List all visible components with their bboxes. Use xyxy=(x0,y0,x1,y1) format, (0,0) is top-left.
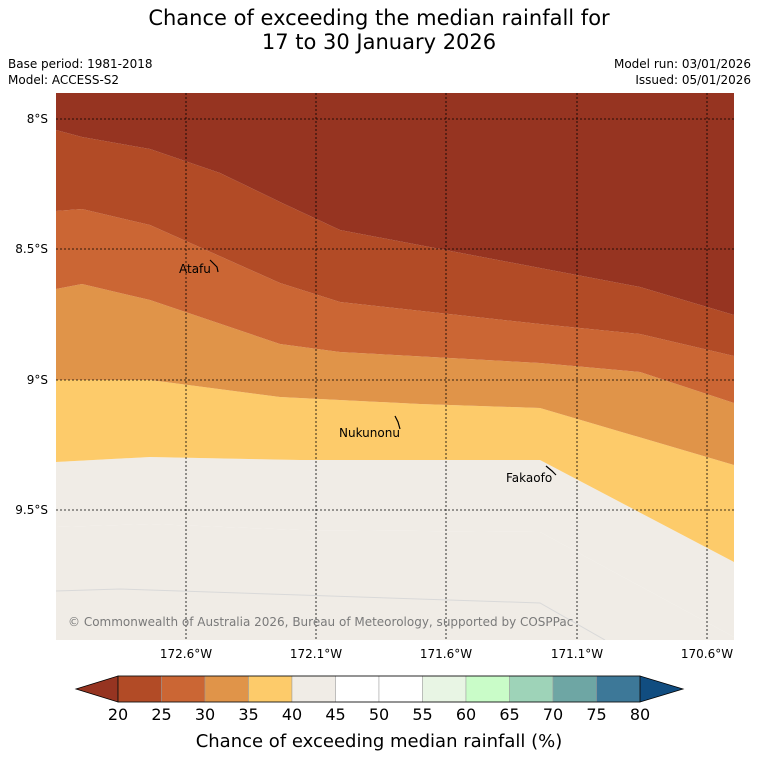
map-title-line-1: Chance of exceeding the median rainfall … xyxy=(148,6,610,30)
lon-label-170-6w: 170.6°W xyxy=(681,647,733,661)
colorbar-tick-label: 40 xyxy=(282,705,302,724)
colorbar-over-arrow xyxy=(639,675,685,703)
place-label-atafu: Atafu xyxy=(179,262,211,276)
band-25-30 xyxy=(56,209,734,403)
graticule xyxy=(56,93,734,640)
fakaofo-atoll-shape xyxy=(545,465,557,476)
band-35-40 xyxy=(56,380,734,562)
probability-fill-bands xyxy=(56,93,734,640)
colorbar-swatch xyxy=(117,675,162,703)
atoll-markers xyxy=(209,259,557,476)
copyright-notice: © Commonwealth of Australia 2026, Bureau… xyxy=(68,615,573,629)
band-below-20 xyxy=(56,93,734,315)
model-run: Model run: 03/01/2026 xyxy=(613,57,751,71)
colorbar-tick-label: 70 xyxy=(543,705,563,724)
place-label-nukunonu: Nukunonu xyxy=(339,426,400,440)
colorbar-tick-label: 50 xyxy=(369,705,389,724)
band-40-45 xyxy=(56,457,734,637)
map-title-line-2: 17 to 30 January 2026 xyxy=(261,30,497,54)
colorbar-frame xyxy=(117,675,641,703)
colorbar-swatch xyxy=(596,675,641,703)
colorbar-under-arrow xyxy=(74,675,119,703)
colorbar-tick-label: 60 xyxy=(456,705,476,724)
colorbar-swatch xyxy=(335,675,380,703)
band-20-25 xyxy=(56,130,734,356)
atafu-atoll-shape xyxy=(209,259,219,273)
colorbar-swatch xyxy=(291,675,336,703)
issued-date: Issued: 05/01/2026 xyxy=(635,73,751,87)
colorbar-swatch xyxy=(509,675,554,703)
base-period: Base period: 1981-2018 xyxy=(8,57,153,71)
colorbar-swatch xyxy=(161,675,206,703)
colorbar-tick-label: 25 xyxy=(151,705,171,724)
lon-label-171-1w: 171.1°W xyxy=(551,647,603,661)
colorbar-tick-label: 80 xyxy=(630,705,650,724)
lat-label-9s: 9°S xyxy=(27,373,48,387)
lat-label-8-5s: 8.5°S xyxy=(15,242,48,256)
colorbar-tick-label: 20 xyxy=(108,705,128,724)
nukunonu-atoll-shape xyxy=(394,415,401,430)
colorbar: 20 25 30 35 40 45 50 55 60 65 70 75 80 xyxy=(74,675,685,724)
lat-label-9-5s: 9.5°S xyxy=(15,503,48,517)
colorbar-swatch xyxy=(248,675,293,703)
lon-label-172-6w: 172.6°W xyxy=(160,647,212,661)
band-45-50 xyxy=(56,524,734,640)
colorbar-label: Chance of exceeding median rainfall (%) xyxy=(195,731,563,752)
colorbar-tick-label: 35 xyxy=(238,705,258,724)
colorbar-tick-label: 45 xyxy=(325,705,345,724)
contour-line xyxy=(56,588,606,640)
colorbar-swatch xyxy=(552,675,597,703)
colorbar-swatch xyxy=(204,675,249,703)
colorbar-tick-label: 75 xyxy=(586,705,606,724)
band-30-35 xyxy=(56,284,734,465)
colorbar-swatch xyxy=(465,675,510,703)
colorbar-swatch xyxy=(378,675,423,703)
colorbar-tick-label: 30 xyxy=(195,705,215,724)
model-name: Model: ACCESS-S2 xyxy=(8,73,120,87)
colorbar-tick-label: 55 xyxy=(412,705,432,724)
lon-label-172-1w: 172.1°W xyxy=(290,647,342,661)
colorbar-tick-label: 65 xyxy=(499,705,519,724)
lat-label-8s: 8°S xyxy=(27,112,48,126)
lon-label-171-6w: 171.6°W xyxy=(420,647,472,661)
colorbar-swatch xyxy=(422,675,467,703)
place-label-fakaofo: Fakaofo xyxy=(506,471,552,485)
